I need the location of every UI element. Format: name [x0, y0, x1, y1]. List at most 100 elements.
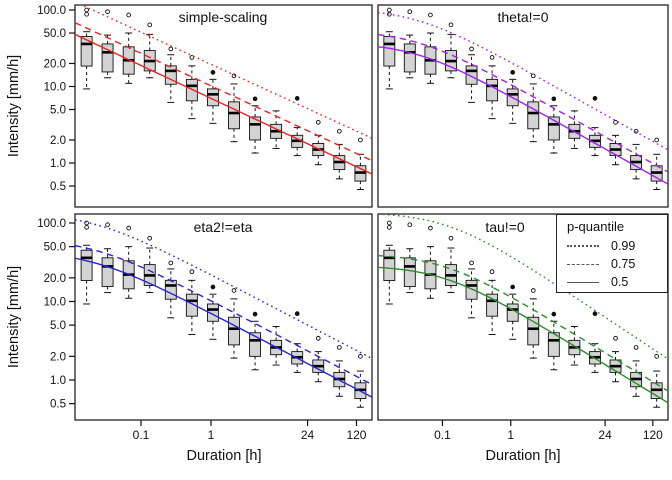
legend-entry-075: 0.75 [567, 255, 667, 273]
legend-entry-099: 0.99 [567, 237, 667, 255]
boxplot [506, 284, 519, 340]
y-axis-label-bottom: Intensity [mm/h] [6, 265, 22, 369]
boxplot [206, 70, 219, 124]
outlier-point [84, 220, 89, 226]
outlier-point [592, 95, 598, 101]
y-tick-label: 0.5 [50, 181, 66, 193]
outlier-point [294, 311, 300, 317]
outlier-point [592, 311, 598, 317]
panel-1 [377, 4, 669, 208]
outlier-point [448, 235, 454, 241]
outlier-point [654, 137, 660, 143]
panel-title-tau: tau!=0 [485, 219, 525, 235]
legend-entry-05: 0.5 [567, 273, 667, 291]
box [249, 332, 262, 357]
y-tick-label: 10.0 [44, 82, 66, 94]
boxplot [609, 119, 622, 166]
quantile-curve-0.5 [75, 257, 372, 398]
x-tick-label: 0.1 [434, 428, 451, 442]
boxplot [630, 128, 643, 180]
boxplot [465, 260, 478, 319]
panel-border [377, 4, 669, 208]
quantile-curve-0.75 [378, 254, 668, 392]
quantile-curve-0.5 [378, 46, 668, 185]
outlier-point [84, 225, 89, 230]
boxplot [164, 46, 177, 103]
box [228, 316, 240, 346]
boxplot [445, 22, 457, 79]
y-tick-label: 1.0 [50, 158, 66, 170]
boxplot [354, 137, 367, 191]
boxplot [249, 311, 262, 371]
outlier-point [386, 7, 392, 13]
outlier-point [358, 137, 363, 143]
outlier-point [189, 55, 195, 60]
outlier-point [530, 288, 536, 293]
boxplot [527, 73, 540, 143]
box [80, 36, 93, 67]
panel-border [74, 4, 373, 208]
box [465, 279, 478, 300]
outlier-point [633, 345, 639, 350]
y-tick-label: 10.0 [44, 297, 66, 309]
outlier-point [448, 22, 454, 28]
outlier-point [231, 73, 237, 79]
boxplot [383, 220, 396, 305]
x-tick-label: 1 [507, 428, 514, 442]
legend-entry-label: 0.75 [611, 257, 636, 271]
outlier-point [126, 225, 132, 231]
x-tick-label: 24 [301, 428, 315, 442]
box [101, 257, 114, 288]
outlier-point [105, 9, 110, 15]
boxplot [228, 73, 240, 143]
box [164, 65, 177, 85]
outlier-point [231, 288, 237, 293]
boxplot [527, 288, 540, 359]
outlier-point [489, 55, 495, 60]
outlier-point [633, 128, 639, 134]
boxplot [403, 222, 416, 294]
box [228, 101, 240, 130]
box [527, 316, 540, 346]
y-tick-label: 50.0 [44, 242, 66, 254]
y-tick-label: 2.0 [50, 351, 66, 363]
boxplot [383, 7, 396, 90]
quantile-curve-0.5 [378, 266, 668, 404]
outlier-point [551, 311, 557, 317]
boxplot [547, 311, 560, 371]
box [80, 249, 93, 281]
x-tick-label: 0.1 [133, 428, 150, 442]
box [547, 332, 560, 357]
quantile-curve-0.5 [75, 33, 372, 175]
outlier-point [252, 96, 258, 102]
quantile-curve-0.99 [378, 214, 668, 360]
box [101, 43, 114, 73]
boxplot [445, 235, 457, 294]
boxplot [486, 55, 499, 120]
quantile-curve-0.75 [378, 33, 668, 173]
box [206, 303, 219, 322]
outlier-point [168, 260, 174, 266]
boxplot [547, 96, 560, 154]
y-tick-label: 100.0 [37, 218, 66, 230]
outlier-point [336, 128, 342, 134]
outlier-point [294, 95, 300, 101]
y-tick-label: 100.0 [37, 5, 66, 17]
outlier-point [105, 222, 110, 228]
boxplot [650, 354, 663, 408]
outlier-point [407, 9, 413, 15]
box [185, 293, 198, 317]
outlier-point [84, 7, 89, 13]
outlier-point [551, 96, 557, 102]
panel-2: 100.0 50.0 20.0 10.0 5.0 2.0 1.0 0.5 0.1 1 24 120 [37, 213, 373, 442]
boxplot [465, 46, 478, 103]
outlier-point [386, 220, 392, 226]
outlier-point [386, 225, 392, 230]
box [383, 36, 396, 67]
x-tick-label: 1 [208, 428, 215, 442]
outlier-point [489, 269, 495, 275]
y-tick-label: 5.0 [50, 320, 66, 332]
quantile-curve-0.99 [75, 219, 372, 360]
boxplot [206, 284, 219, 340]
